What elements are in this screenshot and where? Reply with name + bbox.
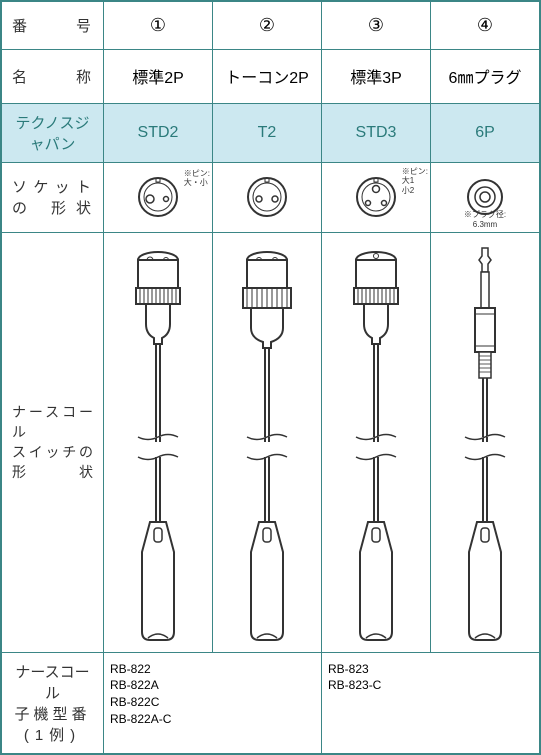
socket-3: ※ピン: 大1 小2 bbox=[322, 162, 431, 232]
label-switch-l1: ナースコール bbox=[12, 402, 93, 442]
label-switch-l3: 形状 bbox=[12, 462, 93, 482]
row-switch: ナースコール スイッチの 形状 bbox=[1, 232, 540, 652]
label-model: ナースコール 子機型番 (1例) bbox=[1, 652, 104, 754]
socket-tocon2p-icon bbox=[245, 175, 289, 219]
connector-xlr-cable-icon bbox=[108, 242, 208, 642]
socket-1: ※ピン: 大・小 bbox=[104, 162, 213, 232]
row-name: 名称 標準2P トーコン2P 標準3P 6㎜プラグ bbox=[1, 49, 540, 103]
model-col1: RB-822 RB-822A RB-822C RB-822A-C bbox=[104, 652, 322, 754]
socket-note-4: ※プラグ径: 6.3mm bbox=[431, 210, 539, 229]
name-1: 標準2P bbox=[104, 49, 213, 103]
socket-note-3: ※ピン: 大1 小2 bbox=[402, 167, 428, 196]
label-number: 番号 bbox=[1, 1, 104, 49]
label-model-l3: (1例) bbox=[12, 724, 93, 745]
socket-2p-icon bbox=[136, 175, 180, 219]
label-technos: テクノスジャパン bbox=[1, 103, 104, 162]
col-num-3: ③ bbox=[322, 1, 431, 49]
name-2: トーコン2P bbox=[213, 49, 322, 103]
switch-4 bbox=[431, 232, 541, 652]
label-model-l1: ナースコール bbox=[12, 661, 93, 703]
row-number: 番号 ① ② ③ ④ bbox=[1, 1, 540, 49]
name-3: 標準3P bbox=[322, 49, 431, 103]
connector-table: 番号 ① ② ③ ④ 名称 標準2P トーコン2P 標準3P 6㎜プラグ テクノ… bbox=[0, 0, 541, 755]
label-socket-l2: 形状 bbox=[51, 200, 93, 217]
col-num-2: ② bbox=[213, 1, 322, 49]
socket-3p-icon bbox=[354, 175, 398, 219]
socket-4: ※プラグ径: 6.3mm bbox=[431, 162, 541, 232]
switch-3 bbox=[322, 232, 431, 652]
connector-6mm-plug-cable-icon bbox=[435, 242, 535, 642]
col-num-4: ④ bbox=[431, 1, 541, 49]
technos-3: STD3 bbox=[322, 103, 431, 162]
model-col3: RB-823 RB-823-C bbox=[322, 652, 541, 754]
technos-1: STD2 bbox=[104, 103, 213, 162]
technos-2: T2 bbox=[213, 103, 322, 162]
label-name: 名称 bbox=[1, 49, 104, 103]
socket-note-1: ※ピン: 大・小 bbox=[184, 169, 210, 188]
col-num-1: ① bbox=[104, 1, 213, 49]
label-model-l2: 子機型番 bbox=[12, 703, 93, 724]
row-technos: テクノスジャパン STD2 T2 STD3 6P bbox=[1, 103, 540, 162]
label-switch-l2: スイッチの bbox=[12, 442, 93, 462]
connector-xlr3-cable-icon bbox=[326, 242, 426, 642]
switch-2 bbox=[213, 232, 322, 652]
name-4: 6㎜プラグ bbox=[431, 49, 541, 103]
switch-1 bbox=[104, 232, 213, 652]
technos-4: 6P bbox=[431, 103, 541, 162]
socket-2 bbox=[213, 162, 322, 232]
connector-tocon-cable-icon bbox=[217, 242, 317, 642]
row-model: ナースコール 子機型番 (1例) RB-822 RB-822A RB-822C … bbox=[1, 652, 540, 754]
label-socket: ソケットの 形状 bbox=[1, 162, 104, 232]
label-switch: ナースコール スイッチの 形状 bbox=[1, 232, 104, 652]
row-socket: ソケットの 形状 ※ピン: 大・小 bbox=[1, 162, 540, 232]
